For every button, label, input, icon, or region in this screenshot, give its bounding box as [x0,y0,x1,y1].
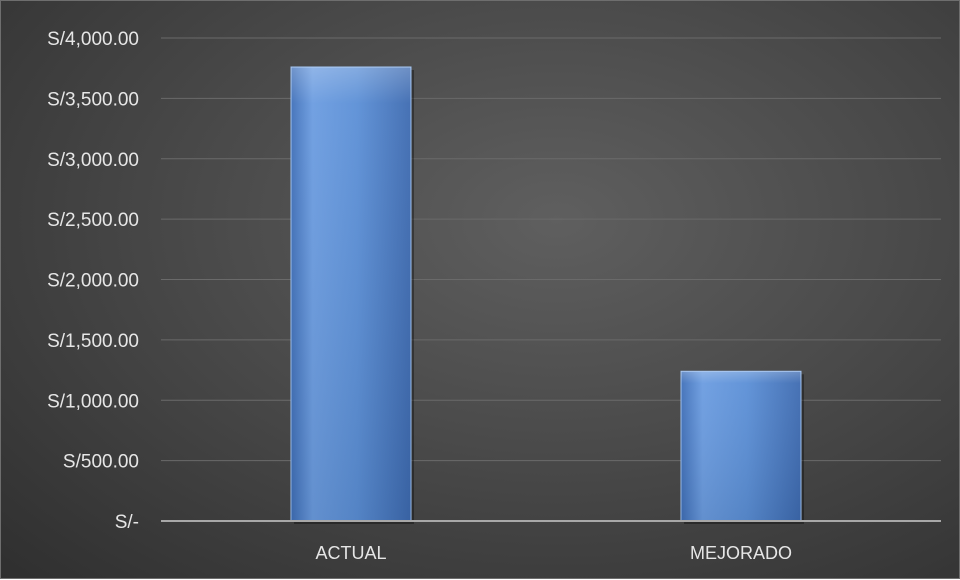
y-axis-ticks: S/- S/500.00 S/1,000.00 S/1,500.00 S/2,000.0… [47,29,139,533]
y-tick-label: S/1,500.00 [47,331,139,352]
bars [290,66,804,524]
bar-sheen [681,371,801,521]
y-tick-label: S/- [115,512,139,533]
bar-sheen [291,66,411,521]
y-tick-label: S/500.00 [63,452,139,473]
y-tick-label: S/1,000.00 [47,391,139,412]
x-tick-label: ACTUAL [315,543,386,563]
x-axis-labels: ACTUAL MEJORADO [315,543,792,563]
bar-mejorado [680,370,804,524]
x-tick-label: MEJORADO [690,543,792,563]
bar-actual [290,66,414,524]
y-tick-label: S/2,000.00 [47,271,139,292]
y-tick-label: S/4,000.00 [47,29,139,50]
y-tick-label: S/3,500.00 [47,89,139,110]
y-tick-label: S/2,500.00 [47,210,139,231]
y-tick-label: S/3,000.00 [47,150,139,171]
gridlines [161,37,941,462]
